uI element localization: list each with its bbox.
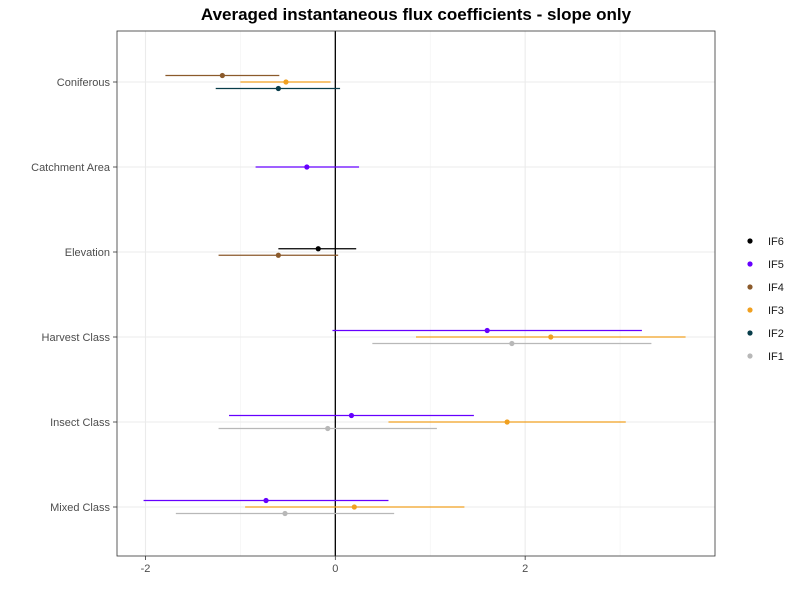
point-if3 <box>548 334 554 340</box>
legend-label-if4: IF4 <box>768 282 784 294</box>
chart-title: Averaged instantaneous flux coefficients… <box>201 5 632 24</box>
x-tick-label: -2 <box>141 563 151 575</box>
point-if5 <box>348 412 355 419</box>
point-if2 <box>275 85 281 92</box>
plot-area: Coniferous Catchment Area Elevation Harvest… <box>31 30 716 575</box>
point-if1 <box>282 510 288 517</box>
legend-label-if2: IF2 <box>768 328 784 340</box>
point-if4 <box>275 252 281 258</box>
legend: IF6 IF5 IF4 IF3 IF2 IF1 <box>747 236 784 363</box>
x-tick-label: 0 <box>332 563 338 575</box>
y-tick-label: Coniferous <box>57 77 111 89</box>
legend-label-if3: IF3 <box>768 305 784 317</box>
point-if3 <box>283 79 289 85</box>
legend-key-if3 <box>747 307 753 313</box>
legend-key-if5 <box>747 261 753 267</box>
legend-label-if1: IF1 <box>768 351 784 363</box>
y-tick-label: Harvest Class <box>42 332 111 344</box>
point-if1 <box>325 425 331 432</box>
legend-key-if2 <box>747 330 753 336</box>
y-tick-label: Elevation <box>65 247 110 259</box>
point-if3 <box>504 419 510 425</box>
x-tick-label: 2 <box>522 563 528 575</box>
y-tick-label: Catchment Area <box>31 162 111 174</box>
panel-background <box>117 31 715 556</box>
legend-key-if1 <box>747 353 753 359</box>
point-if4 <box>219 72 225 79</box>
legend-label-if6: IF6 <box>768 236 784 248</box>
point-if3 <box>351 504 357 510</box>
y-tick-label: Mixed Class <box>50 502 110 514</box>
legend-key-if4 <box>747 284 753 290</box>
point-if6 <box>315 246 321 252</box>
point-if1 <box>509 340 515 347</box>
point-if5 <box>263 497 269 504</box>
point-if5 <box>484 327 490 334</box>
point-if5 <box>304 164 310 170</box>
panel-border <box>116 30 716 557</box>
y-tick-label: Insect Class <box>50 417 110 429</box>
legend-key-if6 <box>747 238 753 244</box>
legend-label-if5: IF5 <box>768 259 784 271</box>
